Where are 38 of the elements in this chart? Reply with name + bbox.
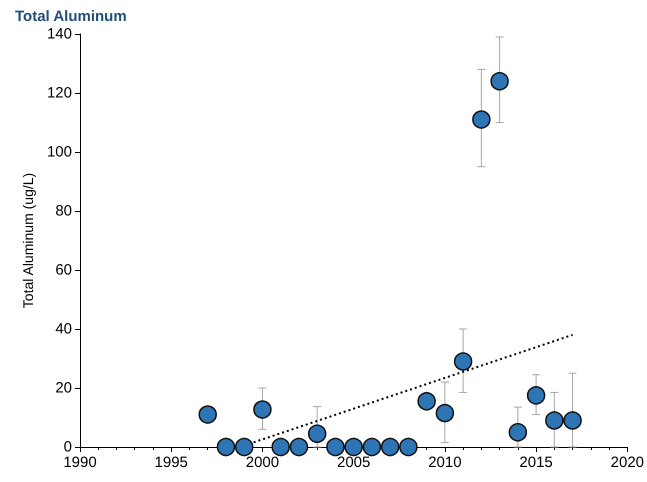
point xyxy=(545,411,564,430)
point xyxy=(344,438,363,456)
x-tick-label: 2000 xyxy=(246,454,280,471)
point xyxy=(472,110,491,129)
x-tick-label: 2005 xyxy=(336,454,370,471)
point xyxy=(380,438,400,456)
point xyxy=(563,411,582,430)
point xyxy=(399,438,418,456)
point xyxy=(526,386,546,405)
point xyxy=(271,438,290,456)
y-tick-label: 60 xyxy=(55,262,72,278)
point xyxy=(417,392,436,411)
point xyxy=(362,438,382,456)
point xyxy=(308,424,326,443)
point xyxy=(326,438,345,456)
y-tick-label: 0 xyxy=(64,438,72,456)
y-tick-label: 120 xyxy=(46,84,72,102)
point xyxy=(253,400,272,419)
x-tick-label: 2020 xyxy=(610,454,644,471)
point xyxy=(508,423,528,442)
point xyxy=(454,352,472,371)
x-tick-label: 1990 xyxy=(63,454,97,471)
x-tick-label: 1995 xyxy=(154,454,188,471)
chart-title: Total Aluminum xyxy=(15,8,127,25)
point xyxy=(490,72,509,90)
point xyxy=(198,405,217,424)
point xyxy=(216,438,236,456)
point xyxy=(234,438,254,456)
y-tick-label: 100 xyxy=(46,144,72,160)
x-tick-label: 2015 xyxy=(519,454,553,471)
point xyxy=(290,438,308,456)
y-tick-label: 80 xyxy=(55,202,72,220)
y-tick-label: 40 xyxy=(55,320,72,338)
y-tick-label: 20 xyxy=(55,380,72,396)
point xyxy=(436,404,454,422)
y-axis-title: Total Aluminum (ug/L) xyxy=(20,172,36,308)
y-tick-label: 140 xyxy=(46,26,72,42)
x-tick-label: 2010 xyxy=(428,454,462,471)
